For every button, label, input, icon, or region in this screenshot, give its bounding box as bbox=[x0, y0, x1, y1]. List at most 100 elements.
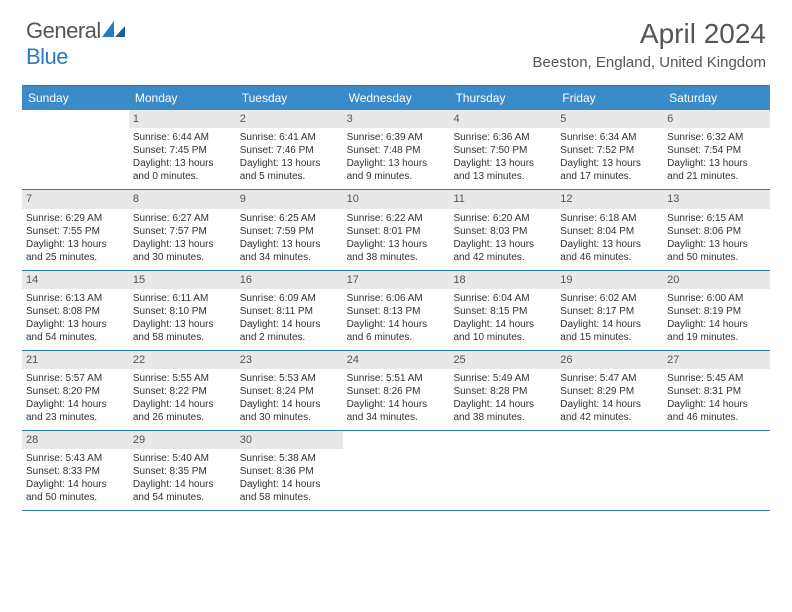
day-number: 30 bbox=[236, 431, 343, 449]
day-detail: Sunrise: 5:38 AM bbox=[240, 452, 339, 465]
day-detail: Daylight: 14 hours bbox=[560, 398, 659, 411]
day-number: 8 bbox=[129, 190, 236, 208]
day-detail: Sunrise: 5:45 AM bbox=[667, 372, 766, 385]
day-detail: Sunset: 8:08 PM bbox=[26, 305, 125, 318]
day-detail: Sunset: 8:03 PM bbox=[453, 225, 552, 238]
day-number: 2 bbox=[236, 110, 343, 128]
day-detail: Sunset: 8:22 PM bbox=[133, 385, 232, 398]
day-detail: and 17 minutes. bbox=[560, 170, 659, 183]
day-number: 6 bbox=[663, 110, 770, 128]
day-detail: Sunrise: 5:55 AM bbox=[133, 372, 232, 385]
day-number: 15 bbox=[129, 271, 236, 289]
day-cell: 26Sunrise: 5:47 AMSunset: 8:29 PMDayligh… bbox=[556, 351, 663, 430]
day-detail: Sunrise: 6:41 AM bbox=[240, 131, 339, 144]
day-detail: Daylight: 14 hours bbox=[26, 398, 125, 411]
day-header-fri: Friday bbox=[556, 86, 663, 110]
day-cell: 19 Sunrise: 6:02 AMSunset: 8:17 PMDayligh… bbox=[556, 271, 663, 350]
day-number: 13 bbox=[663, 190, 770, 208]
day-number: 20 bbox=[663, 271, 770, 289]
day-detail: Sunset: 7:46 PM bbox=[240, 144, 339, 157]
day-detail: Sunset: 8:17 PM bbox=[560, 305, 659, 318]
day-detail: Sunset: 8:28 PM bbox=[453, 385, 552, 398]
day-detail: Sunset: 7:59 PM bbox=[240, 225, 339, 238]
day-cell bbox=[343, 431, 450, 510]
day-detail: and 15 minutes. bbox=[560, 331, 659, 344]
day-detail: and 13 minutes. bbox=[453, 170, 552, 183]
day-detail: Sunrise: 5:43 AM bbox=[26, 452, 125, 465]
logo-word2: Blue bbox=[26, 44, 68, 69]
day-cell: 6Sunrise: 6:32 AMSunset: 7:54 PMDaylight… bbox=[663, 110, 770, 189]
day-number: 12 bbox=[556, 190, 663, 208]
day-detail: Daylight: 13 hours bbox=[560, 157, 659, 170]
day-detail: and 42 minutes. bbox=[453, 251, 552, 264]
day-detail: Daylight: 13 hours bbox=[453, 238, 552, 251]
day-number: 9 bbox=[236, 190, 343, 208]
day-detail: and 25 minutes. bbox=[26, 251, 125, 264]
day-detail: and 5 minutes. bbox=[240, 170, 339, 183]
day-number: 16 bbox=[236, 271, 343, 289]
day-detail: Daylight: 14 hours bbox=[560, 318, 659, 331]
day-number: 3 bbox=[343, 110, 450, 128]
day-header-mon: Monday bbox=[129, 86, 236, 110]
week-row: 21Sunrise: 5:57 AMSunset: 8:20 PMDayligh… bbox=[22, 351, 770, 431]
day-detail: Daylight: 14 hours bbox=[347, 318, 446, 331]
day-cell: 23Sunrise: 5:53 AMSunset: 8:24 PMDayligh… bbox=[236, 351, 343, 430]
day-detail: Sunset: 8:11 PM bbox=[240, 305, 339, 318]
day-detail: and 19 minutes. bbox=[667, 331, 766, 344]
day-detail: Daylight: 14 hours bbox=[240, 398, 339, 411]
day-detail: and 0 minutes. bbox=[133, 170, 232, 183]
day-detail: and 54 minutes. bbox=[26, 331, 125, 344]
day-header-wed: Wednesday bbox=[343, 86, 450, 110]
day-detail: Sunset: 8:36 PM bbox=[240, 465, 339, 478]
day-detail: and 6 minutes. bbox=[347, 331, 446, 344]
day-detail: and 50 minutes. bbox=[26, 491, 125, 504]
day-number: 11 bbox=[449, 190, 556, 208]
day-detail: Sunrise: 6:22 AM bbox=[347, 212, 446, 225]
day-number: 4 bbox=[449, 110, 556, 128]
day-cell: 21Sunrise: 5:57 AMSunset: 8:20 PMDayligh… bbox=[22, 351, 129, 430]
day-detail: Daylight: 14 hours bbox=[347, 398, 446, 411]
day-detail: Daylight: 13 hours bbox=[240, 238, 339, 251]
day-detail: Sunrise: 6:02 AM bbox=[560, 292, 659, 305]
day-number: 29 bbox=[129, 431, 236, 449]
day-detail: Daylight: 14 hours bbox=[240, 318, 339, 331]
day-detail: Sunset: 7:55 PM bbox=[26, 225, 125, 238]
day-header-tue: Tuesday bbox=[236, 86, 343, 110]
day-detail: Daylight: 14 hours bbox=[240, 478, 339, 491]
day-detail: Daylight: 13 hours bbox=[133, 157, 232, 170]
day-detail: Sunrise: 5:49 AM bbox=[453, 372, 552, 385]
day-detail: Sunset: 8:33 PM bbox=[26, 465, 125, 478]
day-detail: Sunrise: 5:51 AM bbox=[347, 372, 446, 385]
day-detail: Sunrise: 6:00 AM bbox=[667, 292, 766, 305]
day-detail: Daylight: 13 hours bbox=[26, 238, 125, 251]
day-cell: 11Sunrise: 6:20 AMSunset: 8:03 PMDayligh… bbox=[449, 190, 556, 269]
day-detail: Sunset: 8:10 PM bbox=[133, 305, 232, 318]
day-detail: Sunrise: 5:53 AM bbox=[240, 372, 339, 385]
day-header-row: Sunday Monday Tuesday Wednesday Thursday… bbox=[22, 86, 770, 110]
day-detail: Daylight: 13 hours bbox=[240, 157, 339, 170]
day-detail: and 23 minutes. bbox=[26, 411, 125, 424]
day-number: 28 bbox=[22, 431, 129, 449]
day-detail: and 42 minutes. bbox=[560, 411, 659, 424]
day-detail: and 46 minutes. bbox=[667, 411, 766, 424]
day-header-sat: Saturday bbox=[663, 86, 770, 110]
day-detail: Sunset: 8:20 PM bbox=[26, 385, 125, 398]
day-number: 26 bbox=[556, 351, 663, 369]
day-detail: Sunset: 7:50 PM bbox=[453, 144, 552, 157]
weeks-container: 1Sunrise: 6:44 AMSunset: 7:45 PMDaylight… bbox=[22, 110, 770, 511]
page-title: April 2024 bbox=[533, 18, 767, 50]
day-cell: 27Sunrise: 5:45 AMSunset: 8:31 PMDayligh… bbox=[663, 351, 770, 430]
day-detail: Daylight: 14 hours bbox=[133, 398, 232, 411]
day-number: 22 bbox=[129, 351, 236, 369]
day-detail: Daylight: 14 hours bbox=[667, 318, 766, 331]
day-detail: Daylight: 13 hours bbox=[26, 318, 125, 331]
day-detail: Sunrise: 6:15 AM bbox=[667, 212, 766, 225]
day-detail: Sunrise: 6:27 AM bbox=[133, 212, 232, 225]
day-detail: Sunrise: 5:40 AM bbox=[133, 452, 232, 465]
day-detail: Daylight: 14 hours bbox=[453, 398, 552, 411]
day-cell: 28Sunrise: 5:43 AMSunset: 8:33 PMDayligh… bbox=[22, 431, 129, 510]
day-number: 18 bbox=[449, 271, 556, 289]
day-number: 19 bbox=[556, 271, 663, 289]
day-detail: and 10 minutes. bbox=[453, 331, 552, 344]
day-cell: 13Sunrise: 6:15 AMSunset: 8:06 PMDayligh… bbox=[663, 190, 770, 269]
